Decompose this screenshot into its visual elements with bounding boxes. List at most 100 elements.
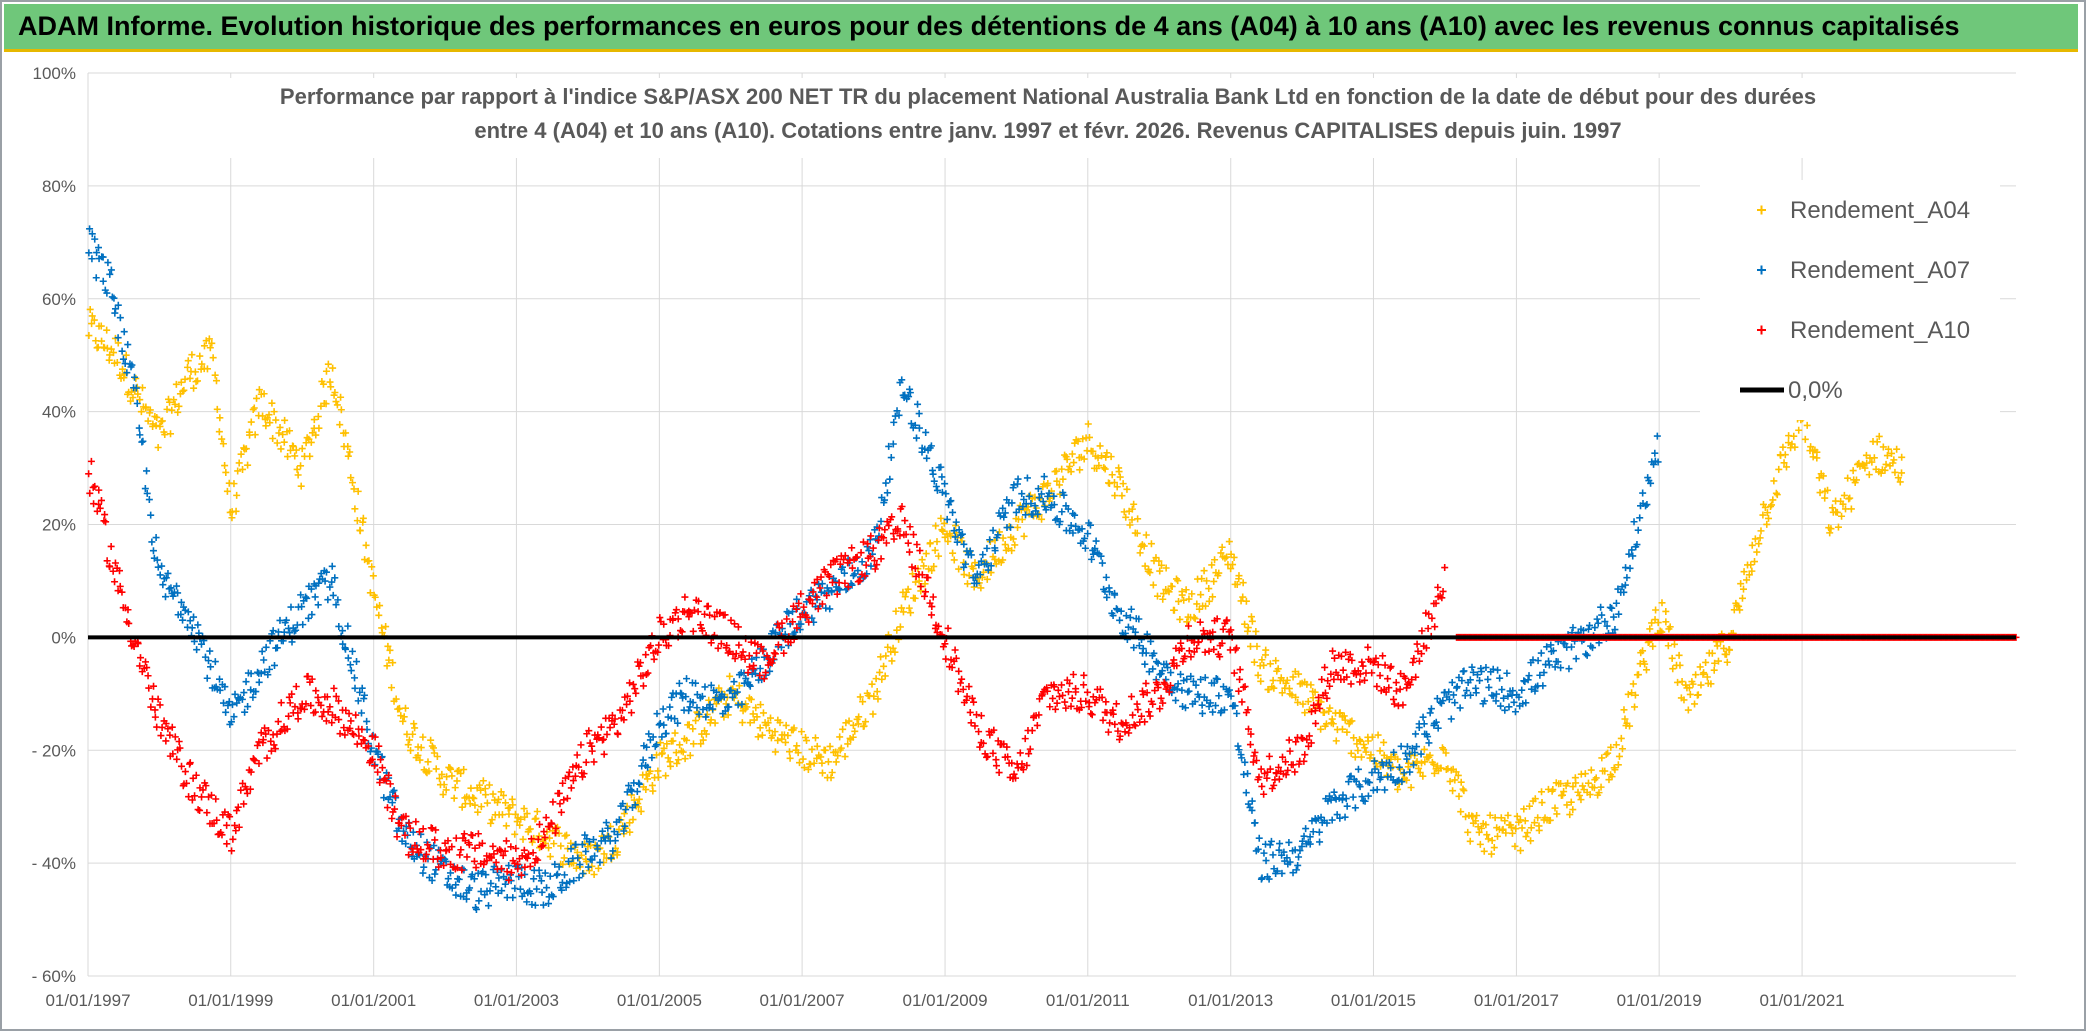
x-tick-label: 01/01/2017 [1474, 991, 1559, 1010]
point-rendement-a04 [188, 351, 196, 359]
point-rendement-a04 [432, 765, 440, 773]
point-rendement-a07 [1060, 491, 1068, 499]
point-rendement-a07 [561, 871, 569, 879]
point-rendement-a07 [118, 347, 126, 355]
point-rendement-a04 [944, 537, 952, 545]
point-rendement-a07 [1623, 574, 1631, 582]
point-rendement-a04 [752, 704, 760, 712]
point-rendement-a04 [382, 623, 390, 631]
point-rendement-a04 [1009, 535, 1017, 543]
point-rendement-a10 [251, 757, 259, 765]
point-rendement-a04 [1437, 764, 1445, 772]
point-rendement-a04 [1861, 464, 1869, 472]
point-rendement-a04 [488, 816, 496, 824]
point-rendement-a10 [805, 618, 813, 626]
point-rendement-a07 [1292, 866, 1300, 874]
point-rendement-a07 [177, 610, 185, 618]
point-rendement-a07 [297, 591, 305, 599]
point-rendement-a10 [1270, 781, 1278, 789]
x-tick-label: 01/01/2009 [902, 991, 987, 1010]
point-rendement-a04 [873, 688, 881, 696]
point-rendement-a10 [685, 613, 693, 621]
point-rendement-a10 [223, 840, 231, 848]
point-rendement-a04 [931, 546, 939, 554]
point-rendement-a07 [1050, 501, 1058, 509]
point-rendement-a04 [1560, 788, 1568, 796]
point-rendement-a04 [1089, 447, 1097, 455]
point-rendement-a10 [1368, 669, 1376, 677]
point-rendement-a07 [999, 504, 1007, 512]
point-rendement-a10 [1337, 652, 1345, 660]
point-rendement-a07 [282, 616, 290, 624]
point-rendement-a10 [1250, 752, 1258, 760]
point-rendement-a10 [129, 641, 137, 649]
point-rendement-a07 [1315, 828, 1323, 836]
point-rendement-a07 [707, 681, 715, 689]
point-rendement-a10 [783, 615, 791, 623]
point-rendement-a10 [565, 768, 573, 776]
point-rendement-a04 [222, 468, 230, 476]
point-rendement-a04 [344, 442, 352, 450]
point-rendement-a07 [1509, 687, 1517, 695]
point-rendement-a04 [1827, 525, 1835, 533]
point-rendement-a04 [482, 791, 490, 799]
point-rendement-a10 [756, 671, 764, 679]
point-rendement-a10 [1374, 661, 1382, 669]
point-rendement-a10 [243, 789, 251, 797]
point-rendement-a04 [1595, 789, 1603, 797]
point-rendement-a10 [107, 542, 115, 550]
point-rendement-a04 [433, 753, 441, 761]
point-rendement-a10 [797, 590, 805, 598]
point-rendement-a10 [229, 835, 237, 843]
point-rendement-a10 [608, 711, 616, 719]
point-rendement-a10 [463, 853, 471, 861]
point-rendement-a10 [759, 647, 767, 655]
point-rendement-a04 [950, 556, 958, 564]
point-rendement-a10 [1216, 653, 1224, 661]
point-rendement-a04 [1694, 691, 1702, 699]
point-rendement-a04 [1074, 437, 1082, 445]
point-rendement-a10 [828, 578, 836, 586]
point-rendement-a04 [347, 474, 355, 482]
point-rendement-a04 [1821, 494, 1829, 502]
point-rendement-a07 [1445, 695, 1453, 703]
point-rendement-a04 [1475, 828, 1483, 836]
point-rendement-a04 [1452, 768, 1460, 776]
point-rendement-a07 [746, 682, 754, 690]
point-rendement-a10 [87, 457, 95, 465]
point-rendement-a10 [1142, 679, 1150, 687]
point-rendement-a04 [999, 556, 1007, 564]
point-rendement-a04 [239, 465, 247, 473]
point-rendement-a04 [1803, 421, 1811, 429]
point-rendement-a04 [1165, 588, 1173, 596]
point-rendement-a04 [861, 718, 869, 726]
point-rendement-a07 [679, 694, 687, 702]
point-rendement-a04 [1068, 450, 1076, 458]
point-rendement-a07 [543, 884, 551, 892]
point-rendement-a07 [1610, 613, 1618, 621]
point-rendement-a04 [1118, 492, 1126, 500]
point-rendement-a04 [856, 693, 864, 701]
point-rendement-a07 [302, 593, 310, 601]
point-rendement-a10 [377, 756, 385, 764]
point-rendement-a04 [1190, 613, 1198, 621]
point-rendement-a10 [1390, 700, 1398, 708]
point-rendement-a04 [1648, 619, 1656, 627]
point-rendement-a04 [1833, 508, 1841, 516]
point-rendement-a10 [323, 693, 331, 701]
point-rendement-a10 [1080, 681, 1088, 689]
x-tick-label: 01/01/2007 [760, 991, 845, 1010]
point-rendement-a07 [1453, 683, 1461, 691]
point-rendement-a04 [1527, 824, 1535, 832]
point-rendement-a07 [536, 872, 544, 880]
point-rendement-a04 [724, 711, 732, 719]
point-rendement-a07 [720, 693, 728, 701]
point-rendement-a10 [415, 828, 423, 836]
point-rendement-a07 [509, 894, 517, 902]
point-rendement-a10 [1316, 704, 1324, 712]
point-rendement-a10 [292, 682, 300, 690]
point-rendement-a04 [1652, 606, 1660, 614]
point-rendement-a04 [1119, 480, 1127, 488]
point-rendement-a07 [315, 579, 323, 587]
point-rendement-a07 [582, 847, 590, 855]
